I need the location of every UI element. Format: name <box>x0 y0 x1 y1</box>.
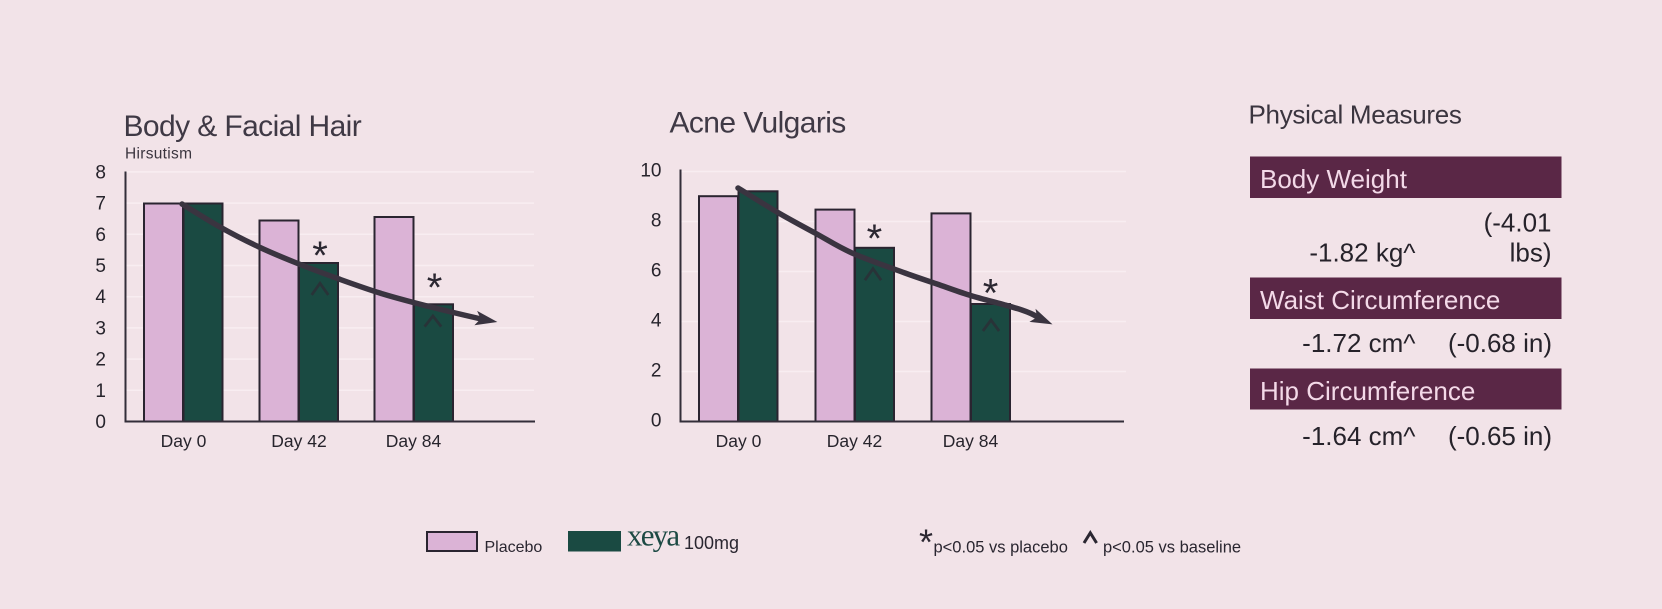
svg-text:-1.72 cm^: -1.72 cm^ <box>1302 328 1416 358</box>
svg-text:p<0.05 vs placebo: p<0.05 vs placebo <box>934 539 1068 557</box>
svg-text:Physical Measures: Physical Measures <box>1249 100 1462 130</box>
svg-text:100mg: 100mg <box>684 533 739 553</box>
svg-text:xeya: xeya <box>627 518 680 553</box>
svg-text:0: 0 <box>95 412 106 433</box>
svg-text:(-4.01: (-4.01 <box>1484 208 1552 238</box>
svg-text:8: 8 <box>95 162 106 183</box>
svg-text:*: * <box>919 522 933 563</box>
svg-text:Day 0: Day 0 <box>161 431 207 451</box>
svg-text:lbs): lbs) <box>1510 238 1552 268</box>
svg-text:5: 5 <box>95 256 106 277</box>
svg-text:Body Weight: Body Weight <box>1260 164 1408 194</box>
svg-text:-1.82 kg^: -1.82 kg^ <box>1309 238 1416 268</box>
svg-text:4: 4 <box>95 287 106 308</box>
svg-text:Day 42: Day 42 <box>271 431 326 451</box>
svg-text:Day 0: Day 0 <box>716 431 762 451</box>
svg-text:(-0.65 in): (-0.65 in) <box>1448 421 1552 451</box>
svg-text:Hirsutism: Hirsutism <box>125 146 192 163</box>
svg-text:*: * <box>312 234 328 278</box>
svg-text:7: 7 <box>95 194 106 215</box>
svg-text:Waist Circumference: Waist Circumference <box>1260 285 1500 315</box>
svg-text:2: 2 <box>95 350 106 371</box>
svg-text:Placebo: Placebo <box>485 539 543 556</box>
svg-text:Day 84: Day 84 <box>943 431 999 451</box>
svg-text:Acne Vulgaris: Acne Vulgaris <box>670 107 846 140</box>
svg-text:(-0.68 in): (-0.68 in) <box>1448 328 1552 358</box>
svg-text:-1.64 cm^: -1.64 cm^ <box>1302 421 1416 451</box>
svg-text:10: 10 <box>640 161 661 182</box>
svg-text:p<0.05 vs baseline: p<0.05 vs baseline <box>1103 539 1241 557</box>
svg-text:Body & Facial Hair: Body & Facial Hair <box>124 110 362 143</box>
svg-text:*: * <box>983 272 999 316</box>
svg-text:3: 3 <box>95 318 106 339</box>
svg-text:6: 6 <box>651 261 662 282</box>
svg-text:1: 1 <box>95 381 106 402</box>
svg-text:*: * <box>427 266 443 310</box>
svg-text:0: 0 <box>651 411 662 432</box>
svg-text:Day 84: Day 84 <box>386 431 442 451</box>
svg-text:2: 2 <box>651 361 662 382</box>
svg-text:8: 8 <box>651 211 662 232</box>
svg-text:Hip Circumference: Hip Circumference <box>1260 376 1475 406</box>
svg-text:6: 6 <box>95 225 106 246</box>
svg-text:Day 42: Day 42 <box>827 431 882 451</box>
svg-text:4: 4 <box>651 311 662 332</box>
svg-text:*: * <box>867 217 883 261</box>
